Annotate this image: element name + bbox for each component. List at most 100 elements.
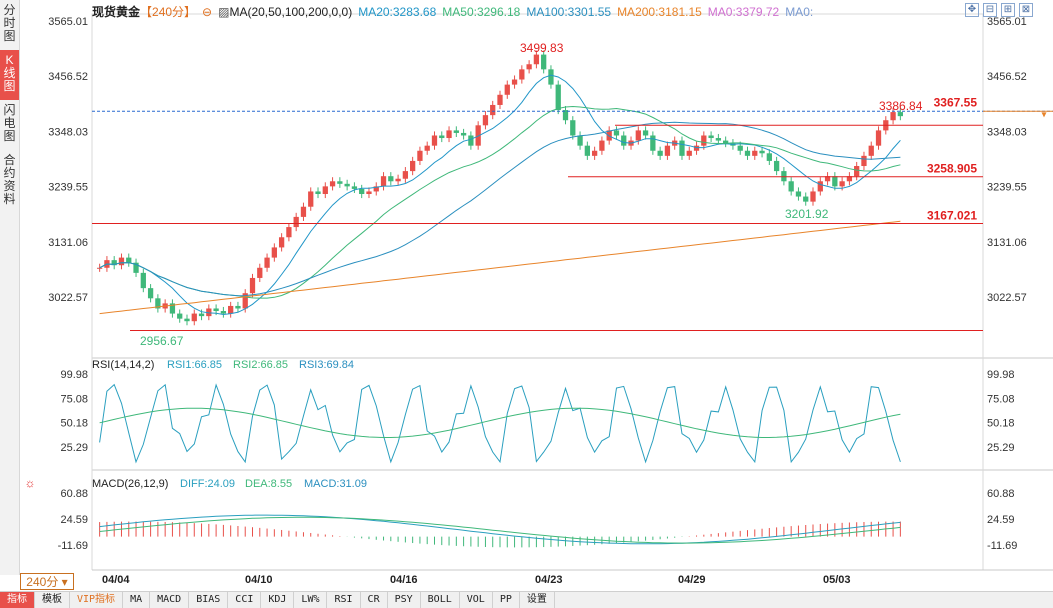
candle-body xyxy=(468,135,474,146)
tab-time-chart[interactable]: 分时图 xyxy=(3,3,16,43)
candle-body xyxy=(395,178,401,182)
candle-body xyxy=(541,54,547,70)
ma100-value: MA100:3301.55 xyxy=(526,5,612,19)
indicator-3[interactable]: MA xyxy=(123,592,151,608)
ma200-line xyxy=(99,220,901,315)
rsi-tick-right: 75.08 xyxy=(987,393,1015,405)
price-tick-right: 3348.03 xyxy=(987,126,1027,138)
indicator-5[interactable]: BIAS xyxy=(189,592,229,608)
settings-icon[interactable]: ⊖ xyxy=(202,5,213,19)
candle-body xyxy=(708,135,714,139)
zoom-out-icon[interactable]: ⊟ xyxy=(983,3,997,17)
chart-svg[interactable]: 3565.01 3565.01 3456.52 3456.52 3348.03 3348.… xyxy=(20,0,1053,592)
tab-lightning-chart[interactable]: 闪电图 xyxy=(3,103,16,143)
candle-body xyxy=(875,130,882,146)
indicator-6[interactable]: CCI xyxy=(228,592,262,608)
macd-tick-left: 60.88 xyxy=(60,488,88,500)
macd-tick-right: -11.69 xyxy=(987,540,1017,552)
candle-body xyxy=(650,135,656,151)
candle-body xyxy=(591,150,598,156)
ma100-line xyxy=(99,121,901,297)
indicator-9[interactable]: RSI xyxy=(327,592,361,608)
candle-body xyxy=(169,303,176,314)
candle-body xyxy=(861,155,867,167)
price-tick-left: 3565.01 xyxy=(48,16,88,28)
macd-tick-left: -11.69 xyxy=(58,540,88,552)
candle-body xyxy=(329,181,336,187)
candle-body xyxy=(373,186,379,192)
price-tick-left: 3239.55 xyxy=(48,182,88,194)
x-axis-label: 04/23 xyxy=(535,574,563,586)
rsi-label: RSI(14,14,2) xyxy=(92,359,154,371)
candle-body xyxy=(526,64,532,70)
macd-label: MACD(26,12,9) xyxy=(92,478,168,490)
period-badge[interactable]: 240分 ▾ xyxy=(20,573,74,590)
candle-body xyxy=(504,84,510,95)
instrument-title: 现货黄金 xyxy=(92,5,141,19)
candle-body xyxy=(795,191,802,197)
rsi-line-2 xyxy=(99,407,901,438)
candle-body xyxy=(235,305,241,309)
chart-area[interactable]: 3565.01 3565.01 3456.52 3456.52 3348.03 3348.… xyxy=(20,0,1053,592)
indicator-4[interactable]: MACD xyxy=(150,592,190,608)
level-label-1: 3258.905 xyxy=(927,162,977,176)
expand-icon[interactable]: ⊞ xyxy=(1001,3,1015,17)
move-icon[interactable]: ✥ xyxy=(965,3,979,17)
indicator-12[interactable]: BOLL xyxy=(421,592,460,608)
candle-body xyxy=(664,145,671,156)
x-axis-label: 04/04 xyxy=(102,574,130,586)
price-header: 现货黄金【240分】 ⊖ ▨MA(20,50,100,200,0,0) MA20:32… xyxy=(92,3,819,20)
candle-body xyxy=(337,181,343,184)
candle-body xyxy=(555,84,561,111)
indicator-15[interactable]: 设置 xyxy=(520,592,555,608)
indicator-bar: 指标 模板 VIP指标 MA MACD BIAS CCI KDJ LW% RSI CR PSY BOLL… xyxy=(0,591,1053,608)
current-price-label: 3367.55 xyxy=(934,95,978,109)
candle-body xyxy=(679,140,685,156)
macd-tick-right: 60.88 xyxy=(987,488,1015,500)
level-label-2: 3167.021 xyxy=(927,209,977,223)
indicator-7[interactable]: KDJ xyxy=(261,592,295,608)
candle-body xyxy=(431,135,438,146)
candle-body xyxy=(286,227,292,238)
indicator-8[interactable]: LW% xyxy=(294,592,328,608)
candle-body xyxy=(228,305,234,314)
tab-kline-chart[interactable]: K线图 xyxy=(0,50,19,100)
x-axis-label: 04/29 xyxy=(678,574,706,586)
indicator-14[interactable]: PP xyxy=(493,592,520,608)
period-label: 【240分】 xyxy=(140,5,197,19)
indicator-13[interactable]: VOL xyxy=(460,592,493,608)
indicator-11[interactable]: PSY xyxy=(388,592,421,608)
candle-body xyxy=(220,311,227,314)
candle-body xyxy=(482,115,489,126)
indicator-2[interactable]: VIP指标 xyxy=(70,592,124,608)
ma-settings-icon[interactable]: ▨ xyxy=(218,5,230,19)
macd-dea-line xyxy=(99,516,901,544)
candle-body xyxy=(439,135,445,139)
indicator-1[interactable]: 模板 xyxy=(35,592,70,608)
candle-body xyxy=(206,308,212,317)
macd-diff-line xyxy=(99,514,901,545)
candle-body xyxy=(155,298,161,309)
macd-dea-value: DEA:8.55 xyxy=(245,478,292,490)
candle-body xyxy=(584,145,590,156)
indicator-10[interactable]: CR xyxy=(361,592,388,608)
candle-body xyxy=(249,277,256,294)
price-tick-right: 3239.55 xyxy=(987,182,1027,194)
candle-body xyxy=(854,166,860,177)
candle-body xyxy=(126,257,132,263)
candle-body xyxy=(686,150,692,156)
macd-value: MACD:31.09 xyxy=(304,478,367,490)
candle-body xyxy=(111,260,117,266)
tab-contract-info[interactable]: 合约资料 xyxy=(3,153,16,206)
candle-body xyxy=(490,104,496,116)
low-annotation: 2956.67 xyxy=(140,334,184,348)
candle-body xyxy=(657,150,663,156)
candle-body xyxy=(817,181,823,192)
candle-body xyxy=(621,135,627,146)
indicator-0[interactable]: 指标 xyxy=(0,592,35,608)
price-tick-right: 3022.57 xyxy=(987,292,1027,304)
candle-body xyxy=(366,191,372,195)
candle-body xyxy=(562,110,569,121)
shrink-icon[interactable]: ⊠ xyxy=(1019,3,1033,17)
candle-body xyxy=(773,160,780,172)
